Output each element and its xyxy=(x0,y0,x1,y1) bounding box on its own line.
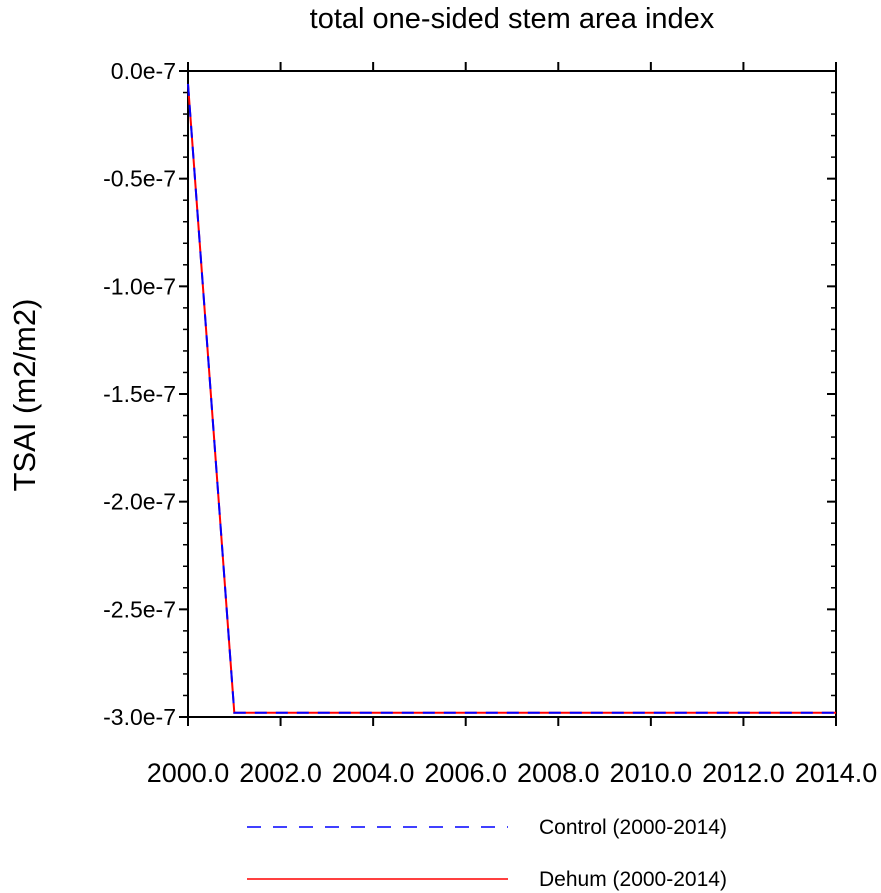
x-tick-label: 2012.0 xyxy=(702,758,785,788)
x-tick-label: 2010.0 xyxy=(610,758,693,788)
y-tick-label: -2.5e-7 xyxy=(103,596,176,622)
x-tick-label: 2006.0 xyxy=(424,758,507,788)
y-axis-label: TSAI (m2/m2) xyxy=(7,299,42,492)
y-tick-label: -2.0e-7 xyxy=(103,489,176,515)
legend: Control (2000-2014) Dehum (2000-2014) xyxy=(247,816,727,891)
y-tick-label: -0.5e-7 xyxy=(103,166,176,192)
plot-area xyxy=(187,70,837,718)
x-tick-label: 2004.0 xyxy=(332,758,415,788)
x-axis-ticks: 2000.0 2002.0 2004.0 2006.0 2008.0 2010.0 2012… xyxy=(147,62,878,788)
y-tick-label: 0.0e-7 xyxy=(111,58,176,84)
plot-frame xyxy=(187,70,837,718)
x-tick-label: 2000.0 xyxy=(147,758,230,788)
legend-label: Control (2000-2014) xyxy=(539,816,727,839)
x-tick-label: 2008.0 xyxy=(517,758,600,788)
series-line xyxy=(187,83,836,714)
y-tick-label: -1.5e-7 xyxy=(103,381,176,407)
chart-title: total one-sided stem area index xyxy=(310,3,715,35)
series-line xyxy=(187,83,836,714)
legend-label: Dehum (2000-2014) xyxy=(539,868,727,891)
x-tick-label: 2014.0 xyxy=(795,758,878,788)
y-axis-ticks: 0.0e-7 -0.5e-7 -1.0e-7 -1.5e-7 -2.0e-7 -2.5e-… xyxy=(103,58,836,730)
y-tick-label: -3.0e-7 xyxy=(103,704,176,730)
x-tick-label: 2002.0 xyxy=(239,758,322,788)
series-lines xyxy=(187,83,836,714)
y-tick-label: -1.0e-7 xyxy=(103,273,176,299)
